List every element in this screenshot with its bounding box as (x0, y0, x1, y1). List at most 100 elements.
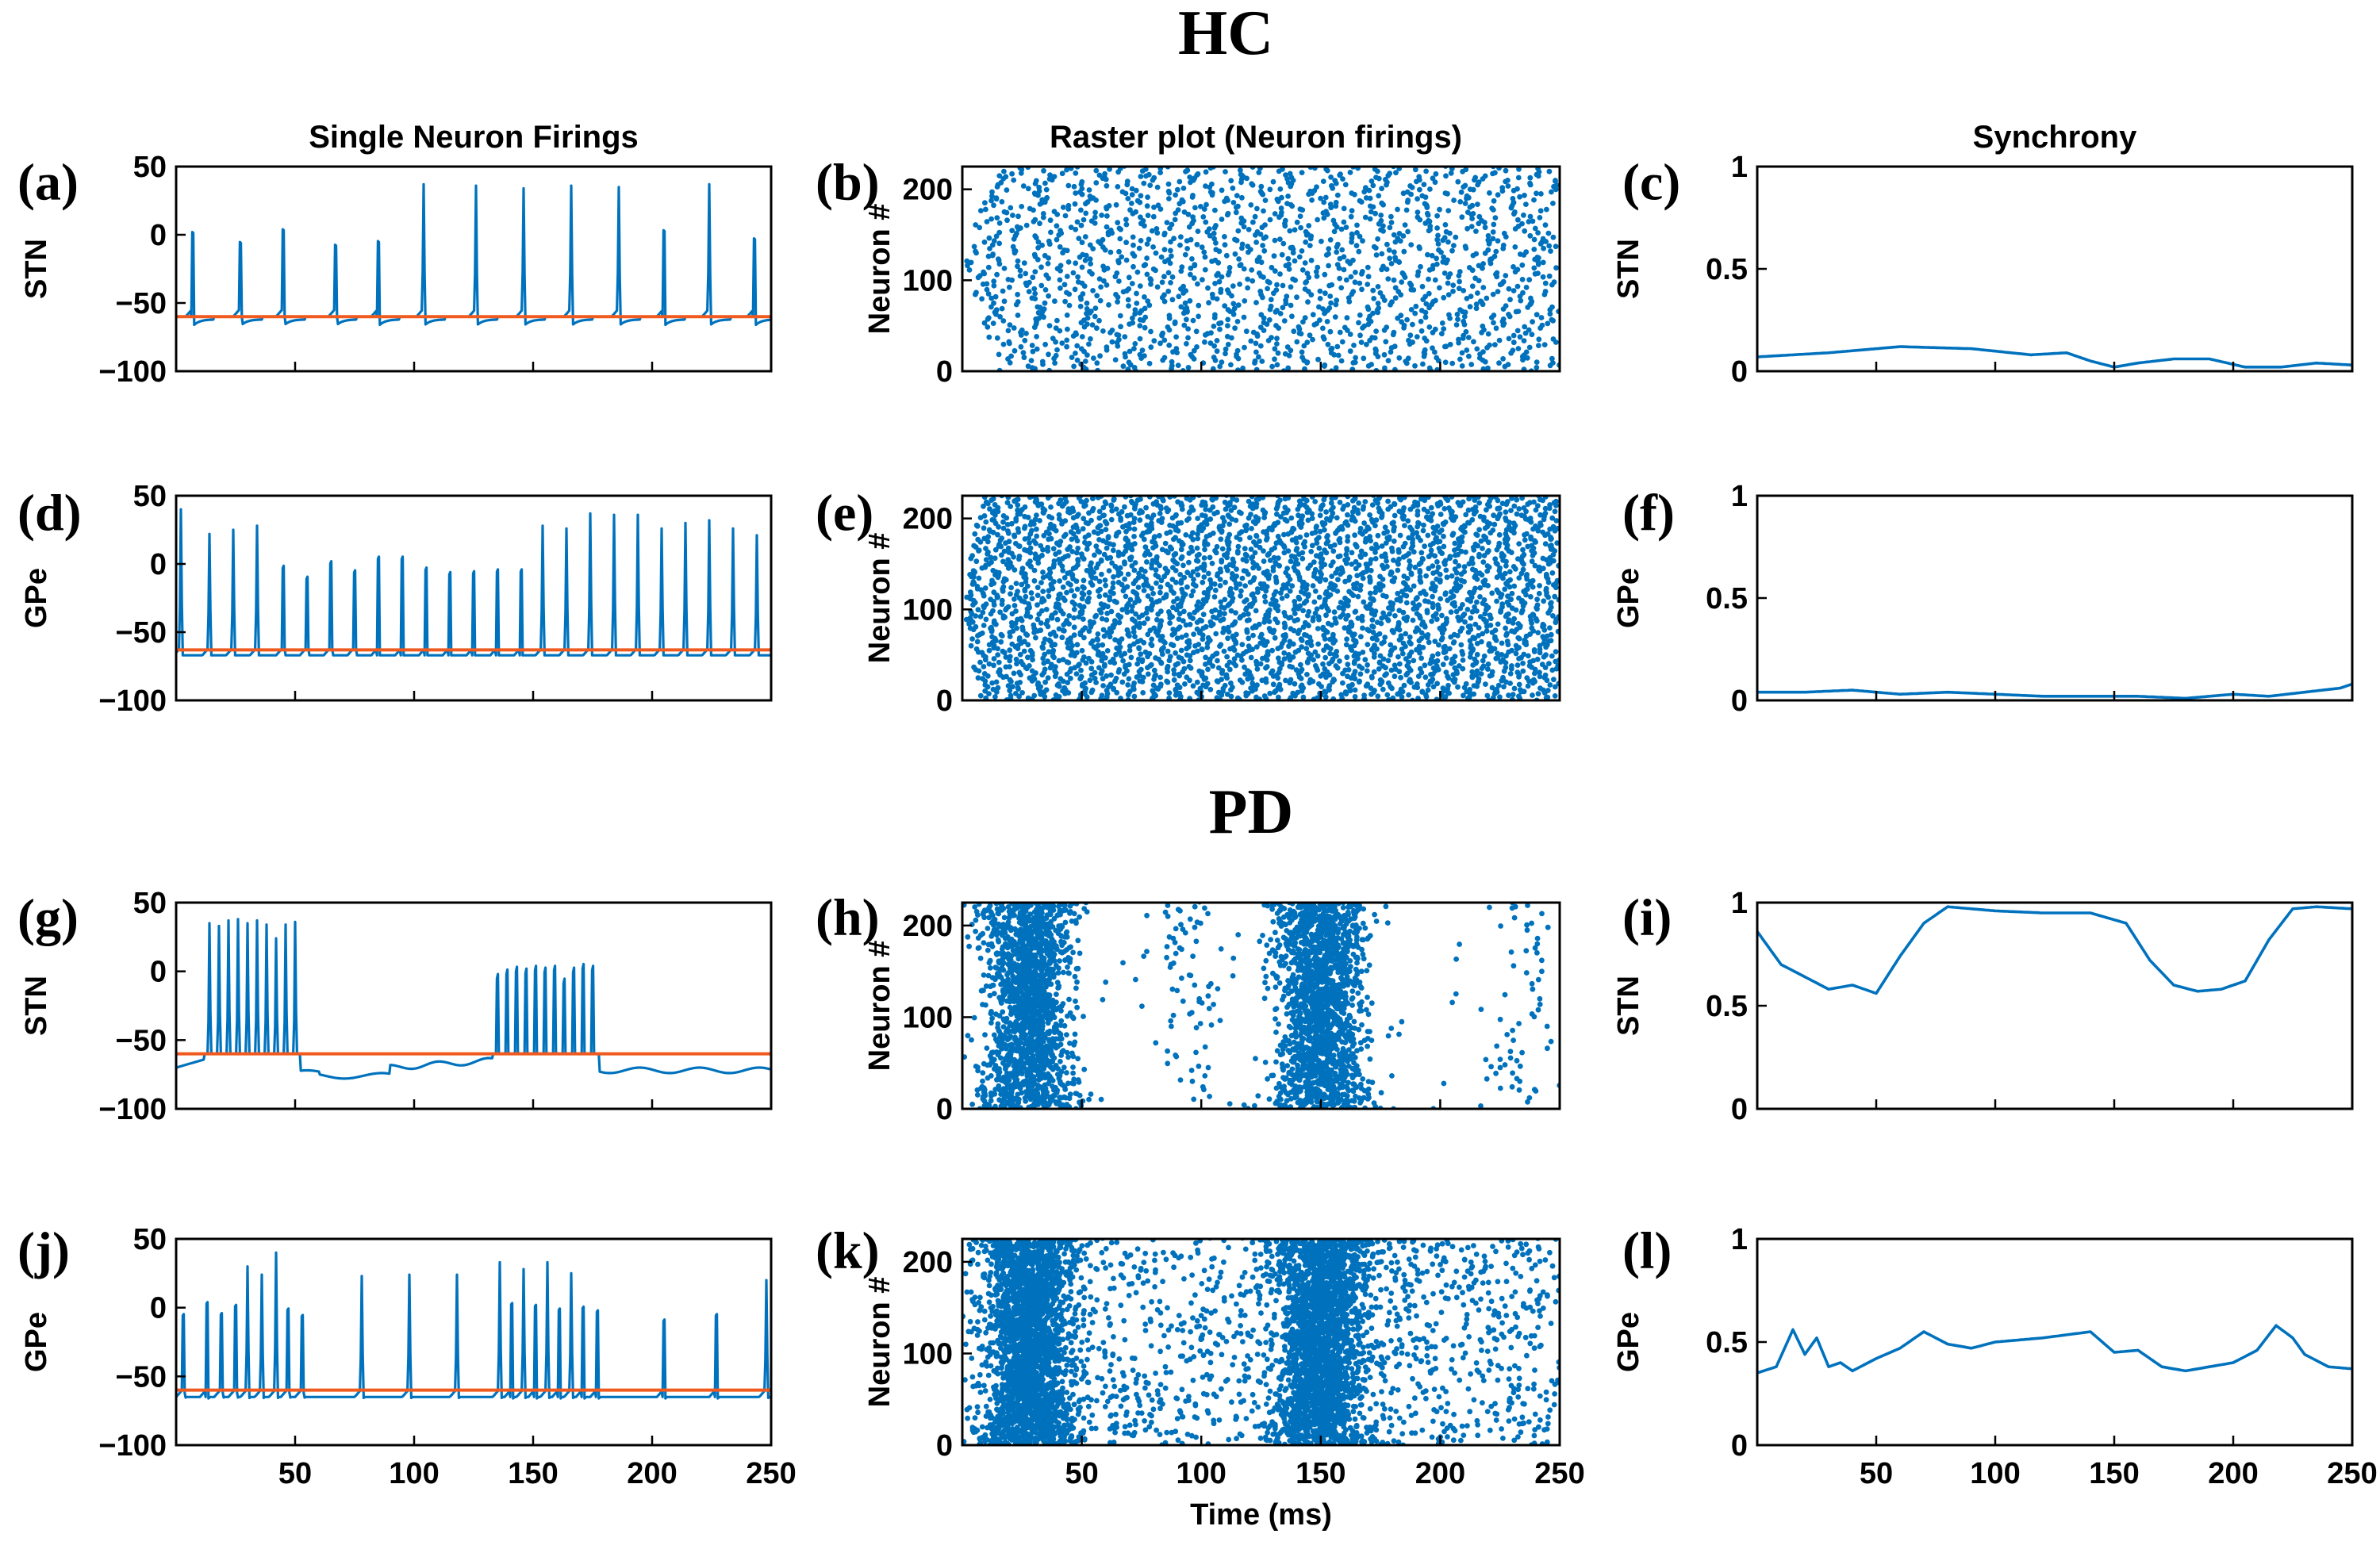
raster-point (1068, 635, 1073, 641)
raster-point (1129, 563, 1135, 569)
raster-point (969, 636, 975, 642)
raster-point (1387, 224, 1393, 231)
raster-point (1057, 328, 1063, 334)
raster-point (1130, 234, 1136, 240)
raster-point (1032, 290, 1038, 297)
raster-point (1353, 270, 1358, 275)
raster-point (1323, 612, 1329, 619)
raster-point (1330, 548, 1337, 554)
raster-point (1371, 296, 1377, 301)
raster-point (977, 273, 983, 279)
raster-point (1317, 569, 1323, 575)
raster-point (1192, 205, 1198, 211)
raster-point (1302, 539, 1308, 545)
raster-point (1542, 672, 1549, 678)
raster-point (1426, 324, 1433, 330)
raster-point (1213, 631, 1219, 637)
raster-point (1480, 631, 1486, 637)
raster-point (1174, 635, 1180, 642)
raster-point (1071, 606, 1077, 612)
raster-point (1190, 581, 1196, 587)
raster-point (1343, 277, 1349, 283)
raster-point (1347, 348, 1353, 355)
raster-point (1287, 228, 1293, 234)
raster-point (1100, 236, 1106, 243)
raster-point (1133, 187, 1139, 194)
raster-point (1345, 556, 1351, 562)
raster-point (1158, 577, 1165, 584)
raster-point (1327, 201, 1334, 208)
raster-point (1478, 671, 1484, 677)
raster-point (1209, 181, 1215, 187)
raster-point (1317, 296, 1323, 301)
raster-point (1144, 255, 1150, 261)
raster-point (1034, 526, 1039, 532)
raster-point (1274, 308, 1280, 313)
raster-point (1078, 222, 1084, 228)
raster-point (1491, 221, 1497, 228)
raster-point (1170, 604, 1176, 611)
raster-point (1389, 299, 1395, 305)
raster-point (1430, 593, 1435, 600)
raster-point (1290, 654, 1296, 660)
raster-point (1436, 546, 1442, 551)
raster-point (1303, 532, 1310, 538)
raster-point (1131, 641, 1137, 647)
raster-point (1043, 687, 1050, 693)
raster-point (1472, 656, 1478, 662)
raster-point (1217, 566, 1223, 572)
raster-point (1049, 661, 1054, 668)
raster-point (1376, 305, 1382, 311)
raster-point (1407, 524, 1413, 531)
raster-point (1272, 346, 1278, 352)
raster-point (992, 293, 999, 300)
raster-point (1416, 602, 1422, 608)
raster-point (1308, 257, 1315, 263)
raster-point (1031, 567, 1038, 573)
panel-letter-c: (c) (1622, 153, 1680, 211)
raster-point (1079, 590, 1085, 596)
raster-point (1151, 338, 1157, 344)
raster-point (1165, 663, 1171, 669)
raster-point (1503, 303, 1509, 309)
raster-point (1119, 636, 1125, 642)
raster-point (1494, 587, 1500, 593)
raster-point (1241, 314, 1247, 320)
raster-point (1421, 522, 1426, 528)
raster-point (1549, 543, 1554, 548)
raster-point (1054, 616, 1061, 623)
raster-point (1243, 690, 1250, 696)
raster-point (1297, 661, 1303, 668)
raster-point (1184, 316, 1189, 323)
raster-point (1267, 558, 1273, 563)
raster-point (989, 242, 996, 248)
raster-point (1267, 690, 1273, 696)
raster-point (1445, 690, 1451, 696)
raster-point (1395, 654, 1401, 660)
raster-point (1203, 183, 1208, 190)
raster-point (973, 613, 979, 619)
raster-point (1196, 551, 1202, 558)
raster-point (1088, 261, 1093, 267)
raster-point (1217, 326, 1223, 332)
raster-point (1360, 650, 1366, 655)
raster-point (996, 240, 1003, 247)
raster-point (1284, 592, 1290, 599)
raster-point (1072, 201, 1078, 207)
raster-point (1384, 528, 1390, 535)
raster-point (1088, 218, 1095, 224)
raster-point (1251, 539, 1257, 545)
raster-point (1420, 361, 1426, 367)
raster-point (1280, 305, 1286, 311)
raster-point (1179, 586, 1185, 592)
raster-point (1225, 341, 1231, 347)
raster-point (1307, 562, 1314, 569)
raster-point (1456, 286, 1462, 292)
raster-point (1038, 580, 1044, 585)
raster-point (1021, 648, 1027, 654)
raster-point (1345, 512, 1350, 518)
raster-point (1102, 171, 1107, 177)
raster-point (1034, 512, 1039, 518)
raster-point (1065, 553, 1071, 559)
raster-point (1392, 285, 1399, 291)
